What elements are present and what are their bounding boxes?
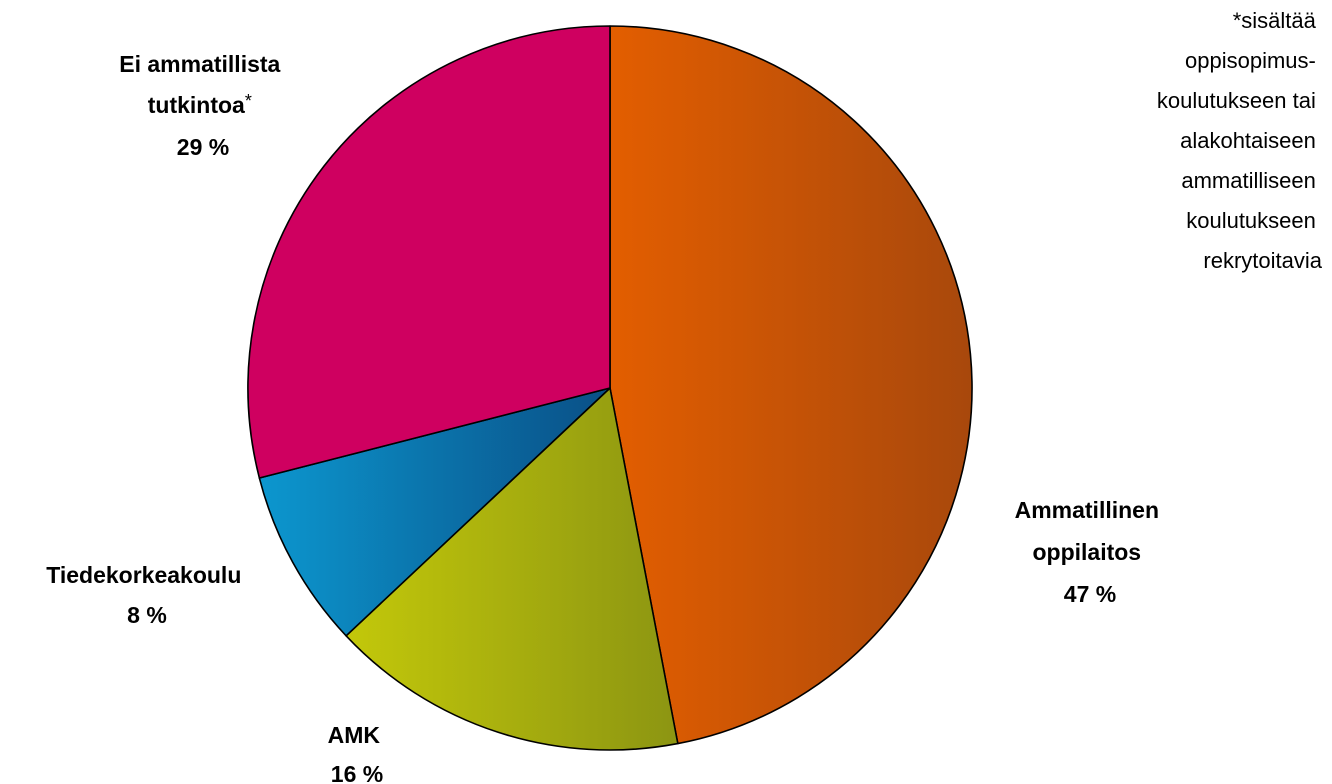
slice-label-ei-ammatillista: Ei ammatillista tutkintoa* 29 % [119, 51, 286, 160]
pie-slice-ei-ammatillista [247, 25, 611, 479]
footnote: *sisältää oppisopimus- koulutukseen tai … [1157, 8, 1323, 273]
slice-label-amk: AMK 16 % [328, 722, 387, 784]
pie-slices [247, 25, 973, 751]
pie-slice-ammatillinen [609, 25, 973, 745]
slice-label-tiedekorkeakoulu: Tiedekorkeakoulu 8 % [46, 562, 248, 628]
pie-slice-tiedekorkeakoulu [258, 387, 611, 637]
pie-slice-amk [345, 387, 679, 751]
slice-label-ammatillinen: Ammatillinen oppilaitos 47 % [1015, 497, 1166, 607]
